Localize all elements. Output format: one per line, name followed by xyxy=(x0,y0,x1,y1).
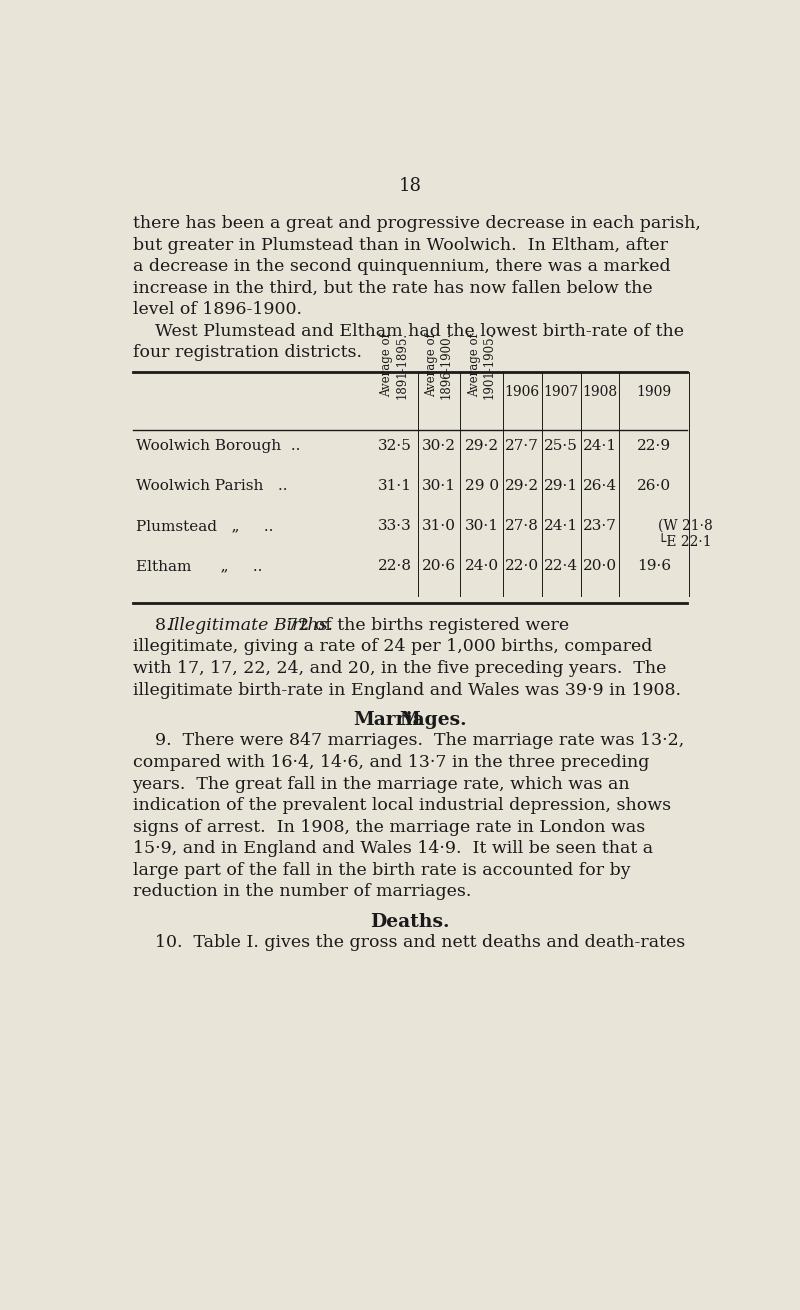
Text: Average of
1896-1900.: Average of 1896-1900. xyxy=(425,331,453,400)
Text: large part of the fall in the birth rate is accounted for by: large part of the fall in the birth rate… xyxy=(133,862,630,879)
Text: 24·1: 24·1 xyxy=(583,439,617,453)
Text: M: M xyxy=(400,711,420,728)
Text: 20·0: 20·0 xyxy=(583,559,617,574)
Text: 22·4: 22·4 xyxy=(544,559,578,574)
Text: 72 of the births registered were: 72 of the births registered were xyxy=(276,617,569,634)
Text: 31·0: 31·0 xyxy=(422,519,456,533)
Text: 22·8: 22·8 xyxy=(378,559,411,574)
Text: years.  The great fall in the marriage rate, which was an: years. The great fall in the marriage ra… xyxy=(133,776,630,793)
Text: 29 0: 29 0 xyxy=(465,479,498,493)
Text: signs of arrest.  In 1908, the marriage rate in London was: signs of arrest. In 1908, the marriage r… xyxy=(133,819,645,836)
Text: 19·6: 19·6 xyxy=(637,559,671,574)
Text: 18: 18 xyxy=(398,177,422,195)
Text: Woolwich Borough  ..: Woolwich Borough .. xyxy=(136,439,300,453)
Text: a decrease in the second quinquennium, there was a marked: a decrease in the second quinquennium, t… xyxy=(133,258,670,275)
Text: illegitimate birth-rate in England and Wales was 39·9 in 1908.: illegitimate birth-rate in England and W… xyxy=(133,681,681,698)
Text: 1906: 1906 xyxy=(505,385,540,400)
Text: reduction in the number of marriages.: reduction in the number of marriages. xyxy=(133,883,471,900)
Text: Eltham      „     ..: Eltham „ .. xyxy=(136,559,262,574)
Text: illegitimate, giving a rate of 24 per 1,000 births, compared: illegitimate, giving a rate of 24 per 1,… xyxy=(133,638,652,655)
Text: compared with 16·4, 14·6, and 13·7 in the three preceding: compared with 16·4, 14·6, and 13·7 in th… xyxy=(133,755,649,772)
Text: 20·6: 20·6 xyxy=(422,559,456,574)
Text: 1908: 1908 xyxy=(582,385,618,400)
Text: with 17, 17, 22, 24, and 20, in the five preceding years.  The: with 17, 17, 22, 24, and 20, in the five… xyxy=(133,660,666,677)
Text: 31·1: 31·1 xyxy=(378,479,411,493)
Text: 27·8: 27·8 xyxy=(506,519,539,533)
Text: 29·2: 29·2 xyxy=(465,439,498,453)
Text: Woolwich Parish   ..: Woolwich Parish .. xyxy=(136,479,287,493)
Text: Marriages.: Marriages. xyxy=(353,711,467,728)
Text: 25·5: 25·5 xyxy=(544,439,578,453)
Text: West Plumstead and Eltham had the lowest birth-rate of the: West Plumstead and Eltham had the lowest… xyxy=(133,322,683,339)
Text: 23·7: 23·7 xyxy=(583,519,617,533)
Text: level of 1896-1900.: level of 1896-1900. xyxy=(133,301,302,318)
Text: 30·1: 30·1 xyxy=(465,519,498,533)
Text: 27·7: 27·7 xyxy=(506,439,539,453)
Text: 1907: 1907 xyxy=(543,385,578,400)
Text: 24·0: 24·0 xyxy=(465,559,498,574)
Text: 30·1: 30·1 xyxy=(422,479,456,493)
Text: (W 21·8: (W 21·8 xyxy=(658,519,713,533)
Text: Deaths.: Deaths. xyxy=(370,913,450,930)
Text: 24·1: 24·1 xyxy=(544,519,578,533)
Text: but greater in Plumstead than in Woolwich.  In Eltham, after: but greater in Plumstead than in Woolwic… xyxy=(133,237,667,254)
Text: 15·9, and in England and Wales 14·9.  It will be seen that a: 15·9, and in England and Wales 14·9. It … xyxy=(133,840,653,857)
Text: 30·2: 30·2 xyxy=(422,439,456,453)
Text: 32·5: 32·5 xyxy=(378,439,411,453)
Text: 22·0: 22·0 xyxy=(506,559,539,574)
Text: 8.: 8. xyxy=(133,617,182,634)
Text: 22·9: 22·9 xyxy=(637,439,671,453)
Text: there has been a great and progressive decrease in each parish,: there has been a great and progressive d… xyxy=(133,215,701,232)
Text: 1909: 1909 xyxy=(637,385,672,400)
Text: 10.  Table I. gives the gross and nett deaths and death-rates: 10. Table I. gives the gross and nett de… xyxy=(133,934,685,951)
Text: indication of the prevalent local industrial depression, shows: indication of the prevalent local indust… xyxy=(133,796,670,814)
Text: 29·2: 29·2 xyxy=(506,479,539,493)
Text: increase in the third, but the rate has now fallen below the: increase in the third, but the rate has … xyxy=(133,279,652,296)
Text: Average of
1901-1905.: Average of 1901-1905. xyxy=(468,331,496,400)
Text: 26·0: 26·0 xyxy=(637,479,671,493)
Text: Average of
1891-1895.: Average of 1891-1895. xyxy=(381,331,409,400)
Text: 33·3: 33·3 xyxy=(378,519,411,533)
Text: Plumstead   „     ..: Plumstead „ .. xyxy=(136,519,273,533)
Text: four registration districts.: four registration districts. xyxy=(133,345,362,362)
Text: Illegitimate Births.: Illegitimate Births. xyxy=(167,617,334,634)
Text: 26·4: 26·4 xyxy=(583,479,617,493)
Text: └E 22·1: └E 22·1 xyxy=(658,534,712,549)
Text: 29·1: 29·1 xyxy=(544,479,578,493)
Text: 9.  There were 847 marriages.  The marriage rate was 13·2,: 9. There were 847 marriages. The marriag… xyxy=(133,732,684,749)
